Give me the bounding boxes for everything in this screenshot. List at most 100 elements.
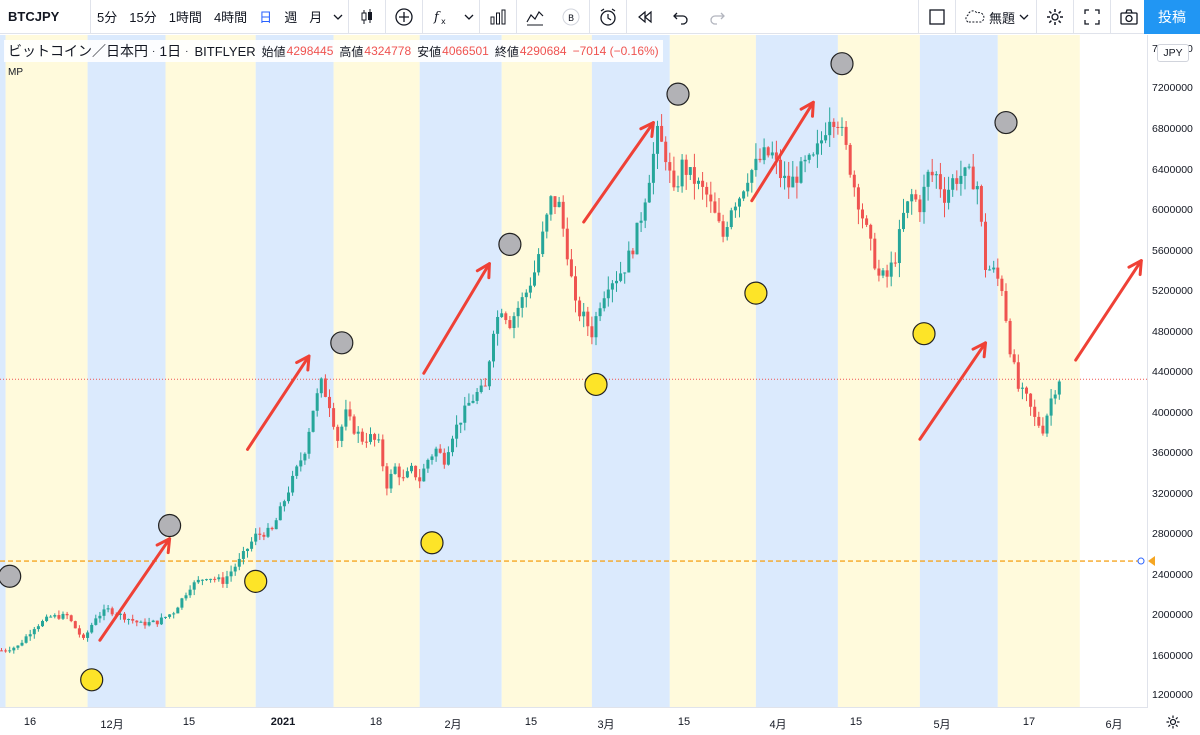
post-button[interactable]: 投稿 xyxy=(1144,0,1200,34)
alert-icon[interactable] xyxy=(590,0,626,34)
templates-icon[interactable] xyxy=(517,0,553,34)
time-tick-label: 4月 xyxy=(769,719,787,731)
candle-body xyxy=(762,147,766,161)
candle xyxy=(713,192,717,214)
candle xyxy=(164,616,167,619)
cycle-top-marker xyxy=(330,331,354,355)
fullscreen-box-icon[interactable] xyxy=(919,0,955,34)
candle-body xyxy=(172,613,176,615)
candle xyxy=(828,107,832,147)
candle xyxy=(246,548,249,558)
candle-body xyxy=(758,158,762,161)
candle-body xyxy=(680,159,684,187)
candle xyxy=(414,465,418,481)
candle xyxy=(430,454,434,465)
candle xyxy=(20,639,24,647)
candle xyxy=(766,146,770,158)
interval-15m-button[interactable]: 15分 xyxy=(129,10,157,25)
add-compare-icon[interactable] xyxy=(386,0,422,34)
candle-body xyxy=(516,307,520,317)
price-tick-label: 6800000 xyxy=(1152,123,1193,135)
interval-1mo-button[interactable]: 月 xyxy=(309,10,323,25)
interval-5m-button[interactable]: 5分 xyxy=(97,10,118,25)
camera-icon[interactable] xyxy=(1111,0,1147,34)
currency-button[interactable]: JPY xyxy=(1157,44,1189,62)
settings-icon[interactable] xyxy=(1037,0,1073,34)
candle xyxy=(225,570,229,588)
candle-body xyxy=(258,533,262,535)
candle xyxy=(692,153,696,200)
candle-body xyxy=(24,636,28,643)
candle-body xyxy=(463,405,467,423)
interval-4h-button[interactable]: 4時間 xyxy=(213,10,248,25)
candle xyxy=(0,648,3,652)
candle xyxy=(774,140,778,175)
candle xyxy=(885,264,889,288)
chevron-down-icon[interactable] xyxy=(459,0,479,34)
candle-body xyxy=(619,273,623,281)
candle-body xyxy=(500,313,504,317)
price-tick-label: 3200000 xyxy=(1152,488,1193,500)
candle xyxy=(53,613,57,619)
chart-area[interactable] xyxy=(0,35,1200,735)
price-tick-label: 5600000 xyxy=(1152,245,1193,257)
price-tick-label: 5200000 xyxy=(1152,285,1193,297)
chevron-down-icon[interactable] xyxy=(328,0,348,34)
candle xyxy=(938,162,942,198)
interval-1w-button[interactable]: 週 xyxy=(284,10,298,25)
candle xyxy=(221,572,225,588)
interval-1h-button[interactable]: 1時間 xyxy=(168,10,202,25)
candle-body xyxy=(897,229,901,264)
background-band-yellow xyxy=(837,35,920,707)
candle-body xyxy=(692,167,696,184)
candle xyxy=(598,302,602,322)
candle xyxy=(446,446,450,466)
cycle-bottom-marker xyxy=(744,281,768,305)
cycle-bottom-marker xyxy=(420,531,444,555)
candle-body xyxy=(660,125,664,142)
bar-replay-badge-icon[interactable]: B xyxy=(553,0,589,34)
mp-indicator-label[interactable]: MP xyxy=(8,67,23,78)
candle xyxy=(94,614,98,626)
replay-icon[interactable] xyxy=(627,0,663,34)
candle xyxy=(192,580,196,596)
candle xyxy=(668,152,672,184)
candle xyxy=(49,614,53,618)
time-axis[interactable]: 16 12月 15 2021 18 2月 15 3月 15 4月 15 5月 1… xyxy=(0,707,1148,735)
candle-body xyxy=(631,250,635,255)
time-axis-settings-icon[interactable] xyxy=(1165,714,1181,730)
candle-body xyxy=(930,171,934,176)
fullscreen-icon[interactable] xyxy=(1074,0,1110,34)
candle-body xyxy=(725,227,729,237)
candle-body xyxy=(184,595,188,599)
layout-menu-button[interactable]: 無題 xyxy=(956,0,1036,34)
candle xyxy=(697,177,700,190)
candles-icon[interactable] xyxy=(349,0,385,34)
price-chart[interactable] xyxy=(0,35,1200,735)
candle-body xyxy=(1057,381,1061,395)
candle xyxy=(791,161,795,188)
financials-icon[interactable] xyxy=(480,0,516,34)
candle xyxy=(98,611,102,623)
candle-body xyxy=(369,434,372,442)
candle xyxy=(516,301,520,328)
candle-body xyxy=(102,609,106,616)
symbol-search-button[interactable]: BTCJPY xyxy=(8,9,60,24)
candle-body xyxy=(69,615,73,622)
chevron-down-icon xyxy=(1019,12,1029,22)
candle-body xyxy=(602,298,606,309)
candle xyxy=(623,272,627,284)
candle xyxy=(996,258,1000,287)
candle xyxy=(336,424,340,448)
undo-icon[interactable] xyxy=(663,0,699,34)
price-tick-label: 2400000 xyxy=(1152,569,1193,581)
candle-body xyxy=(881,270,885,276)
candle xyxy=(287,486,290,504)
time-tick-label: 15 xyxy=(677,716,691,728)
interval-1d-button[interactable]: 日 xyxy=(259,10,273,25)
layout-name: 無題 xyxy=(988,10,1015,26)
candle-body xyxy=(237,558,241,567)
redo-icon[interactable] xyxy=(699,0,735,34)
candle-body xyxy=(266,527,270,537)
